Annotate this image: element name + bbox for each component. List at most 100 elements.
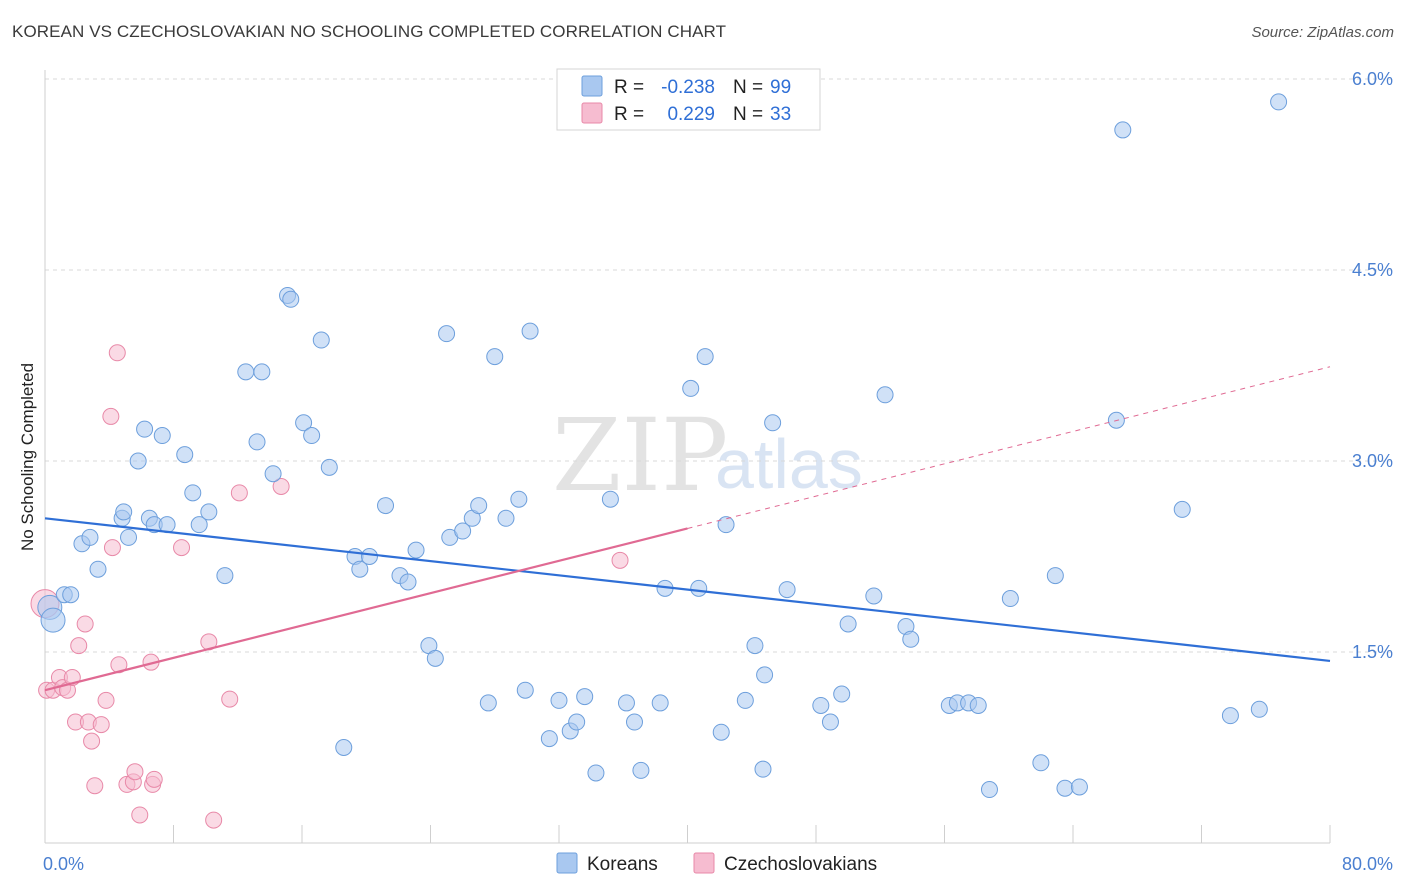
legend-swatch-czechoslovakians	[581, 102, 603, 124]
czechoslovakians-point	[103, 539, 121, 557]
koreans-point	[115, 503, 133, 521]
legend-r-value-koreans: -0.238	[661, 77, 715, 98]
koreans-point	[1070, 778, 1088, 796]
koreans-point	[821, 713, 839, 731]
koreans-point	[264, 465, 282, 483]
chart-title: KOREAN VS CZECHOSLOVAKIAN NO SCHOOLING C…	[12, 22, 727, 41]
koreans-point	[833, 685, 851, 703]
correlation-legend: R = -0.238 N = 99 R = 0.229 N = 33	[556, 68, 821, 131]
legend-r-label-koreans: R =	[614, 77, 644, 98]
koreans-point	[200, 503, 218, 521]
x-tick-labels: 0.0% 80.0%	[43, 854, 1393, 874]
x-tick-label-max: 80.0%	[1342, 854, 1393, 874]
koreans-point	[1221, 707, 1239, 725]
koreans-point	[696, 348, 714, 366]
czechoslovakians-point	[70, 637, 88, 655]
koreans-point	[550, 691, 568, 709]
koreans-point	[1001, 590, 1019, 608]
koreans-point	[176, 446, 194, 464]
koreans-point	[632, 761, 650, 779]
koreans-point	[153, 427, 171, 445]
legend-n-label-koreans: N =	[733, 77, 763, 98]
koreans-point	[778, 581, 796, 599]
czechoslovakians-point	[205, 811, 223, 829]
legend-n-value-koreans: 99	[770, 77, 791, 98]
koreans-point	[360, 548, 378, 565]
koreans-point	[303, 427, 321, 445]
y-tick-label: 1.5%	[1352, 642, 1393, 662]
watermark-atlas: atlas	[715, 425, 863, 503]
koreans-point	[1032, 754, 1050, 772]
czechoslovakians-trendline	[44, 527, 688, 692]
koreans-point	[902, 630, 920, 648]
koreans-point	[89, 560, 107, 578]
koreans-point	[237, 363, 255, 381]
koreans-point	[516, 681, 534, 699]
koreans-point	[754, 760, 772, 778]
koreans-point	[295, 414, 313, 432]
legend-r-value-czechoslovakians: 0.229	[667, 104, 715, 125]
koreans-point	[62, 586, 80, 604]
koreans-point	[625, 713, 643, 731]
y-tick-label: 3.0%	[1352, 451, 1393, 471]
koreans-point	[682, 379, 700, 397]
legend-r-label-czechoslovakians: R =	[614, 104, 644, 125]
czechoslovakians-point	[86, 777, 104, 795]
source-credit: Source: ZipAtlas.com	[1251, 24, 1394, 41]
koreans-point	[377, 497, 395, 515]
koreans-point	[335, 739, 353, 756]
koreans-point	[712, 723, 730, 741]
koreans-point	[248, 433, 266, 451]
czechoslovakians-point	[76, 615, 94, 633]
koreans-point	[454, 522, 472, 540]
koreans-point	[736, 691, 754, 709]
koreans-point	[407, 541, 425, 559]
koreans-point	[1270, 93, 1288, 111]
koreans-point	[1056, 779, 1074, 797]
koreans-point	[497, 509, 515, 527]
czechoslovakians-point	[173, 539, 191, 557]
koreans-point	[129, 452, 147, 470]
czechoslovakians-point	[145, 770, 163, 788]
czechoslovakians-point	[108, 344, 126, 362]
koreans-point	[1250, 700, 1268, 718]
koreans-point	[81, 528, 99, 546]
koreans-point	[253, 363, 271, 381]
czechoslovakians-point	[97, 691, 115, 709]
czechoslovakians-trendline-extension	[687, 366, 1331, 529]
koreans-point	[601, 490, 619, 508]
koreans-point	[282, 290, 300, 308]
koreans-point	[1114, 121, 1132, 139]
koreans-point	[717, 516, 735, 534]
koreans-point	[426, 649, 444, 667]
koreans-point	[510, 490, 528, 508]
koreans-point	[184, 484, 202, 502]
koreans-point	[120, 528, 138, 546]
y-tick-label: 6.0%	[1352, 69, 1393, 89]
koreans-point	[839, 615, 857, 633]
y-tick-labels: 1.5% 3.0% 4.5% 6.0%	[1352, 69, 1393, 662]
koreans-point	[216, 567, 234, 585]
legend-n-value-czechoslovakians: 33	[770, 104, 791, 125]
koreans-point	[438, 325, 456, 343]
czechoslovakians-point	[221, 690, 239, 708]
bottom-legend-czechoslovakians: Czechoslovakians	[724, 854, 877, 875]
legend-n-label-czechoslovakians: N =	[733, 104, 763, 125]
czechoslovakians-point	[611, 551, 629, 569]
koreans-point	[617, 694, 635, 712]
koreans-points	[37, 93, 1288, 799]
koreans-point	[521, 322, 539, 340]
koreans-point	[969, 696, 987, 714]
koreans-point	[576, 688, 594, 706]
koreans-point	[486, 348, 504, 366]
series-legend: Koreans Czechoslovakians	[556, 852, 877, 875]
axes	[44, 70, 1331, 844]
bottom-legend-koreans: Koreans	[587, 854, 658, 875]
koreans-point	[746, 637, 764, 655]
czechoslovakians-point	[92, 716, 110, 734]
koreans-point	[540, 730, 558, 748]
trendlines	[44, 366, 1331, 692]
czechoslovakians-points	[30, 344, 629, 829]
bottom-legend-swatch-koreans	[556, 852, 578, 874]
